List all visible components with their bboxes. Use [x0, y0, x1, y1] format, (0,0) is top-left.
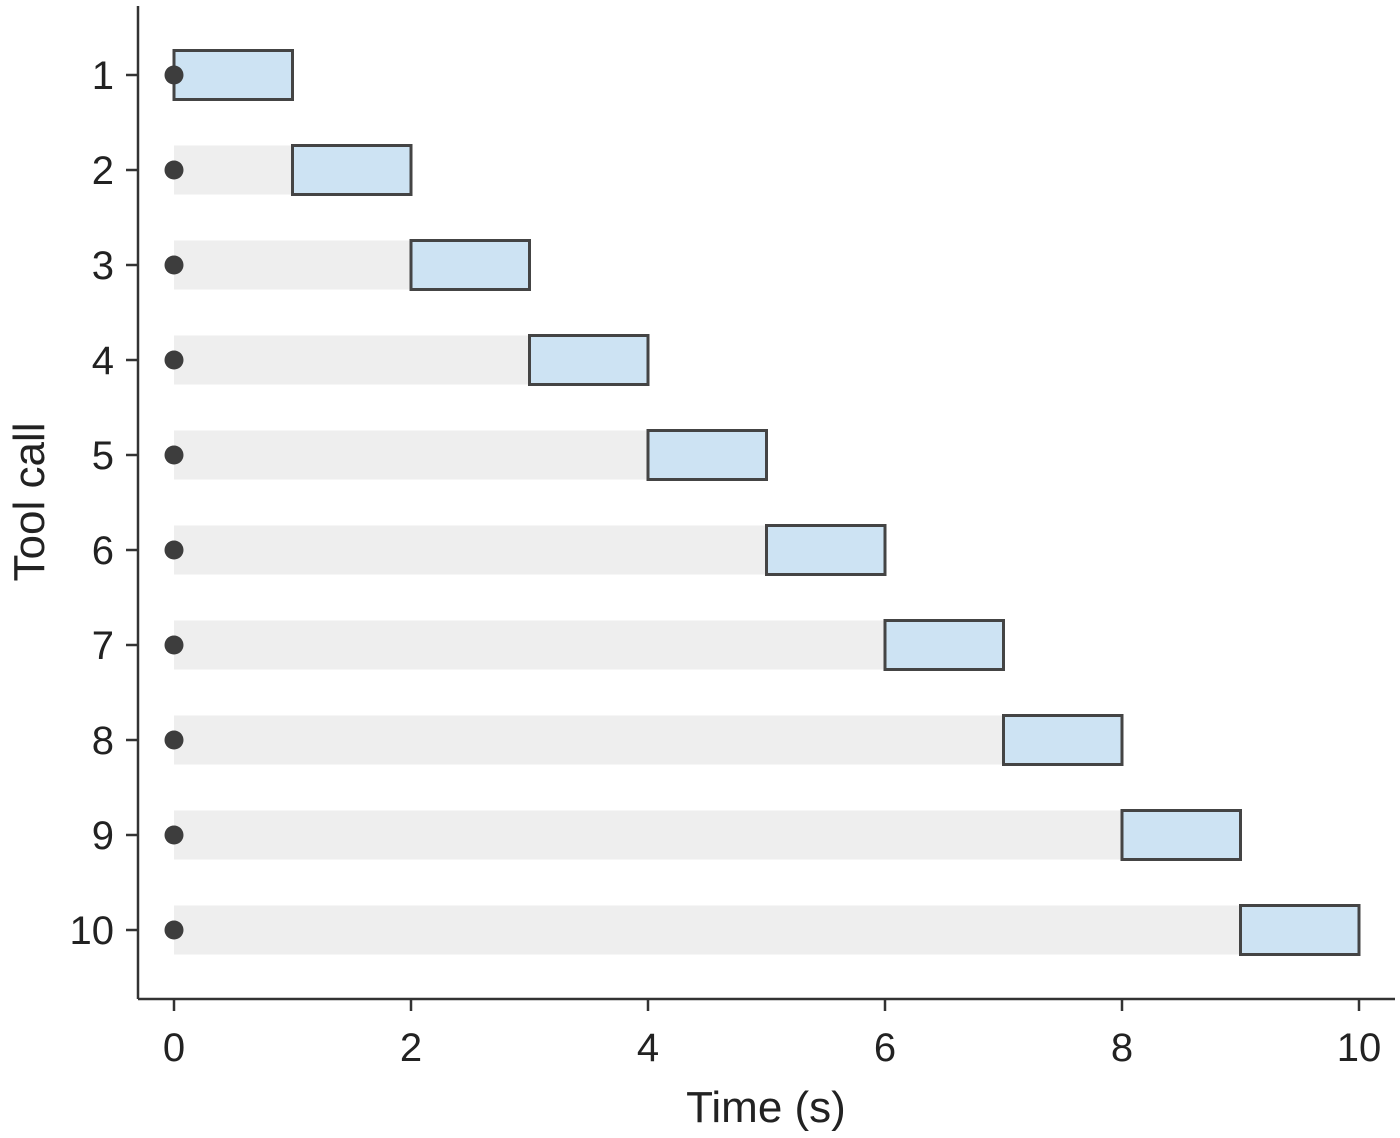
run-bar-5 [646, 429, 768, 481]
issue-marker-10 [164, 920, 184, 940]
y-tick-label-2: 2 [92, 149, 114, 193]
y-axis-label: Tool call [5, 423, 54, 582]
wait-bar-6 [174, 525, 767, 575]
x-tick-label-0: 0 [163, 1026, 185, 1070]
wait-bar-9 [174, 810, 1122, 860]
wait-bar-2 [174, 145, 293, 195]
issue-marker-4 [164, 350, 184, 370]
x-tick-label-6: 6 [874, 1026, 896, 1070]
y-tick-label-9: 9 [92, 814, 114, 858]
issue-marker-9 [164, 825, 184, 845]
run-bar-8 [1002, 714, 1124, 766]
y-tick-label-4: 4 [92, 339, 114, 383]
wait-bar-10 [174, 905, 1241, 955]
issue-marker-5 [164, 445, 184, 465]
tick-labels: 1 2 3 4 5 6 7 8 9 10 0 2 4 6 8 10 [70, 54, 1382, 1070]
run-bar-7 [883, 619, 1005, 671]
y-tick-label-10: 10 [70, 909, 115, 953]
run-bar-4 [528, 334, 650, 386]
y-tick-label-7: 7 [92, 624, 114, 668]
wait-bar-7 [174, 620, 885, 670]
wait-bar-4 [174, 335, 530, 385]
issue-marker-1 [164, 65, 184, 85]
x-tick-label-4: 4 [637, 1026, 659, 1070]
run-bar-1 [172, 49, 294, 101]
y-tick-label-6: 6 [92, 529, 114, 573]
run-bar-10 [1239, 904, 1361, 956]
axes [126, 6, 1395, 1011]
issue-marker-2 [164, 160, 184, 180]
x-axis-label: Time (s) [686, 1083, 846, 1132]
wait-bar-5 [174, 430, 648, 480]
run-bar-6 [765, 524, 887, 576]
y-tick-label-3: 3 [92, 244, 114, 288]
wait-bar-3 [174, 240, 411, 290]
run-bar-9 [1120, 809, 1242, 861]
run-bar-2 [291, 144, 413, 196]
issue-marker-6 [164, 540, 184, 560]
run-bars [172, 49, 1361, 956]
issue-markers [164, 65, 184, 940]
wait-bars [174, 145, 1241, 955]
x-tick-label-8: 8 [1111, 1026, 1133, 1070]
x-tick-label-10: 10 [1337, 1026, 1382, 1070]
issue-marker-7 [164, 635, 184, 655]
y-tick-label-8: 8 [92, 719, 114, 763]
y-tick-label-1: 1 [92, 54, 114, 98]
issue-marker-3 [164, 255, 184, 275]
run-bar-3 [409, 239, 531, 291]
x-tick-label-2: 2 [400, 1026, 422, 1070]
issue-marker-8 [164, 730, 184, 750]
y-tick-label-5: 5 [92, 434, 114, 478]
wait-bar-8 [174, 715, 1004, 765]
